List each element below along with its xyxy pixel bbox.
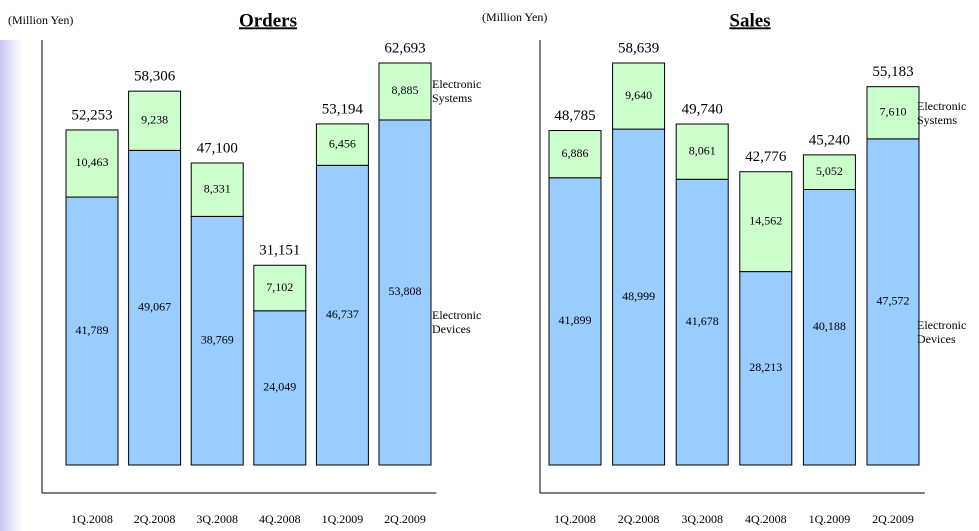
bar-segment [253,264,307,312]
x-tick-label: 1Q.2008 [554,512,596,526]
bar-segment [675,178,729,466]
total-label: 53,194 [322,101,364,117]
bar-segment [739,171,793,273]
unit-label: (Million Yen) [8,13,73,27]
bar-segment [378,62,432,121]
bar-segment [315,164,369,466]
total-label: 62,693 [384,40,425,56]
bar-segment [866,86,920,140]
value-label: 46,737 [326,307,359,321]
value-label: 6,456 [329,136,356,150]
value-label: 40,188 [813,319,846,333]
value-label: 6,886 [562,146,589,160]
x-tick-label: 2Q.2009 [384,512,426,526]
x-tick-label: 2Q.2009 [872,512,914,526]
total-label: 47,100 [197,140,238,156]
value-label: 8,061 [689,143,716,157]
value-label: 7,610 [880,105,907,119]
value-label: 41,678 [686,314,719,328]
bar-segment [128,90,182,151]
value-label: 38,769 [201,332,234,346]
legend-label: Electronic Systems [432,77,482,106]
total-label: 31,151 [259,243,300,259]
value-label: 47,572 [877,294,910,308]
bar-segment [190,162,244,217]
value-label: 5,052 [816,164,843,178]
decor-strip [0,40,22,531]
value-label: 53,808 [389,284,422,298]
chart-title: Orders [239,10,297,31]
value-label: 24,049 [263,380,296,394]
bar-segment [612,128,666,466]
value-label: 9,640 [625,88,652,102]
value-label: 48,999 [622,289,655,303]
bar-segment [128,149,182,466]
bar-segment [253,310,307,466]
total-label: 58,639 [618,40,659,56]
total-label: 45,240 [809,132,850,148]
x-tick-label: 3Q.2008 [196,512,238,526]
bar-segment [802,188,856,466]
x-tick-label: 3Q.2008 [681,512,723,526]
bar-segment [190,215,244,466]
bar-segment [675,123,729,180]
total-label: 55,183 [872,64,913,80]
legend-label: Electronic Devices [917,317,967,346]
value-label: 10,463 [76,155,109,169]
value-label: 9,238 [141,113,168,127]
bar-segment [378,119,432,466]
bar-segment [65,129,119,198]
total-label: 48,785 [554,108,595,124]
legend-label: Electronic Devices [432,308,482,337]
x-tick-label: 2Q.2008 [134,512,176,526]
unit-label: (Million Yen) [482,10,547,24]
x-tick-label: 1Q.2009 [322,512,364,526]
value-label: 28,213 [749,360,782,374]
bar-segment [548,130,602,179]
value-label: 41,789 [76,323,109,337]
x-tick-label: 2Q.2008 [618,512,660,526]
value-label: 49,067 [138,299,171,313]
x-tick-label: 1Q.2009 [809,512,851,526]
x-tick-label: 1Q.2008 [71,512,113,526]
bar-segment [802,154,856,190]
chart-title: Sales [729,10,770,31]
bar-segment [315,123,369,166]
bar-segment [612,62,666,130]
value-label: 8,885 [392,83,419,97]
value-label: 14,562 [749,213,782,227]
total-label: 49,740 [682,101,723,117]
legend-label: Electronic Systems [917,98,967,127]
total-label: 52,253 [71,107,112,123]
value-label: 8,331 [204,181,231,195]
value-label: 7,102 [266,280,293,294]
total-label: 42,776 [745,149,787,165]
x-tick-label: 4Q.2008 [745,512,787,526]
bar-segment [548,177,602,466]
bar-segment [739,271,793,466]
value-label: 41,899 [559,313,592,327]
x-tick-label: 4Q.2008 [259,512,301,526]
total-label: 58,306 [134,69,176,85]
